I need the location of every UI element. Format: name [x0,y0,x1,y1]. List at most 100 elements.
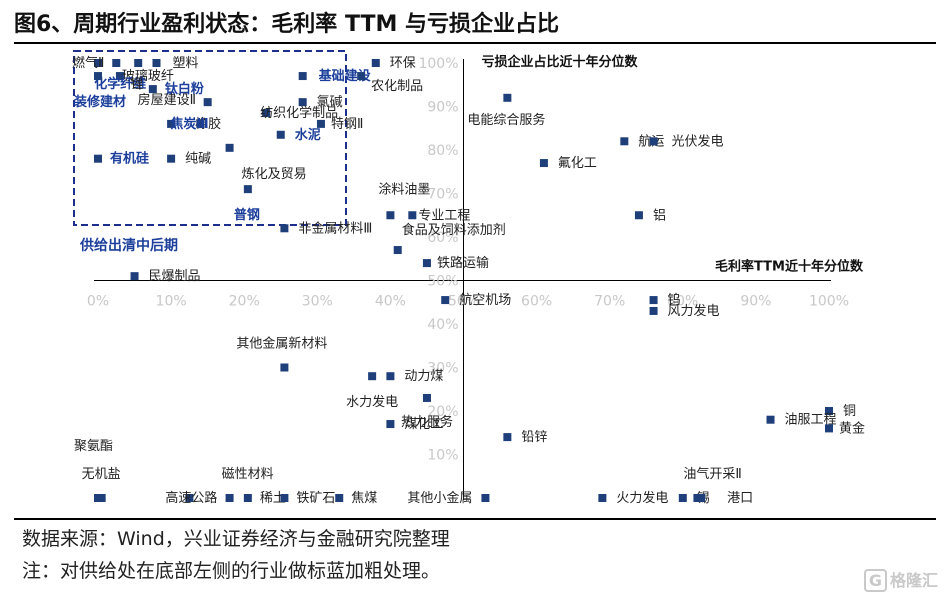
point-label: 铁路运输 [437,255,489,271]
point-label: 稀土 [260,491,286,506]
data-point [649,306,658,315]
point-label: 纯碱 [185,152,211,167]
point-label: 普钢 [234,207,260,223]
point-label: 专业工程 [418,208,470,223]
point-label: 水泥 [295,127,321,143]
x-tick-label: 100% [809,294,849,310]
point-label: 热力服务 [401,414,453,430]
data-point [203,98,212,107]
data-point [620,137,629,146]
point-label: 航空机场 [459,292,511,308]
point-label: 特钢Ⅱ [331,117,363,132]
point-label: 风力发电 [668,303,720,319]
data-point [371,59,380,67]
data-point [368,372,377,381]
data-point [678,494,687,502]
point-label: 有机硅 [110,151,149,167]
point-label: 塑料 [172,56,198,71]
data-point [598,494,607,502]
x-axis-label: 毛利率TTM近十年分位数 [715,259,864,275]
data-point [649,137,658,146]
point-label: 铝 [653,208,666,223]
data-point [262,109,271,118]
y-axis-label: 亏损企业占比近十年分位数 [482,54,639,70]
point-label: 焦煤 [351,491,377,506]
point-label: 钛白粉 [164,81,204,97]
top-rule [14,42,936,44]
box-annotation: 供给出清中后期 [79,237,178,254]
point-label: 光伏发电 [672,133,724,149]
point-label: 钨 [668,292,681,308]
point-label: 铁矿石 [296,491,335,506]
data-point [280,363,289,372]
point-label: 环保 [390,56,416,71]
data-point [766,415,775,424]
point-label: 房屋建设Ⅱ [138,92,196,108]
point-label: 农化制品 [371,79,423,94]
data-point [130,272,139,281]
point-label: 高速公路 [165,490,217,506]
point-label: 炼化及贸易 [242,167,307,182]
data-point [422,259,431,268]
data-point [503,433,512,442]
bottom-rule [14,518,936,520]
data-point [825,407,833,415]
x-tick-label: 70% [594,294,625,310]
data-point [94,154,102,163]
data-point [167,154,176,163]
point-label: 火力发电 [616,490,668,506]
data-point [280,224,289,233]
data-point [94,59,102,67]
point-label: 装修建材 [73,94,126,110]
data-point [243,494,252,502]
point-label: 食品及饲料添加剂 [402,222,506,238]
x-tick-label: 20% [229,294,260,310]
data-point [152,59,161,67]
point-label: 无机盐 [82,467,121,482]
data-point [481,494,490,502]
x-tick-label: 40% [375,294,406,310]
data-point [148,85,157,94]
data-point [503,93,512,102]
data-point [276,130,285,139]
x-tick-label: 30% [302,294,333,310]
point-label: 氟化工 [558,156,597,171]
data-point [225,494,234,502]
point-label: 油气开采Ⅱ [683,466,741,482]
data-point [196,119,205,128]
point-label: 焦炭Ⅲ [169,116,208,132]
data-point [167,119,176,128]
data-point [386,420,395,429]
y-tick-label: 80% [427,143,458,159]
source-note: 数据来源：Wind，兴业证券经济与金融研究院整理 [22,528,450,550]
y-tick-label: 70% [427,187,458,203]
data-point [134,59,143,67]
y-tick-label: 40% [427,317,458,333]
x-tick-label: 10% [156,294,187,310]
y-tick-label: 100% [418,56,458,72]
data-point [298,98,307,107]
point-label: 磁性材料 [222,467,274,482]
data-point [697,494,706,502]
data-point [539,159,548,168]
point-label: 水力发电 [346,394,398,410]
point-label: 氯碱 [317,95,343,110]
footnote: 注：对供给处在底部左侧的行业做标蓝加粗处理。 [22,560,441,582]
point-label: 民爆制品 [149,269,201,284]
figure-title: 图6、周期行业盈利状态：毛利率 TTM 与亏损企业占比 [14,12,560,37]
data-point [649,296,658,305]
data-point [335,494,344,502]
point-label: 其他小金属 [407,490,472,506]
x-tick-label: 50% [448,294,479,310]
point-label: 化学纤维 [94,76,146,92]
x-tick-label: 80% [667,294,698,310]
data-point [97,494,106,502]
data-point [386,211,395,220]
data-point [386,372,395,381]
x-tick-label: 90% [740,294,771,310]
point-label: 涂料油墨 [378,181,430,197]
point-label: 港口 [727,491,753,506]
y-tick-label: 20% [427,404,458,420]
point-label: 铜 [843,404,856,419]
point-label: 聚氨酯 [74,439,113,454]
